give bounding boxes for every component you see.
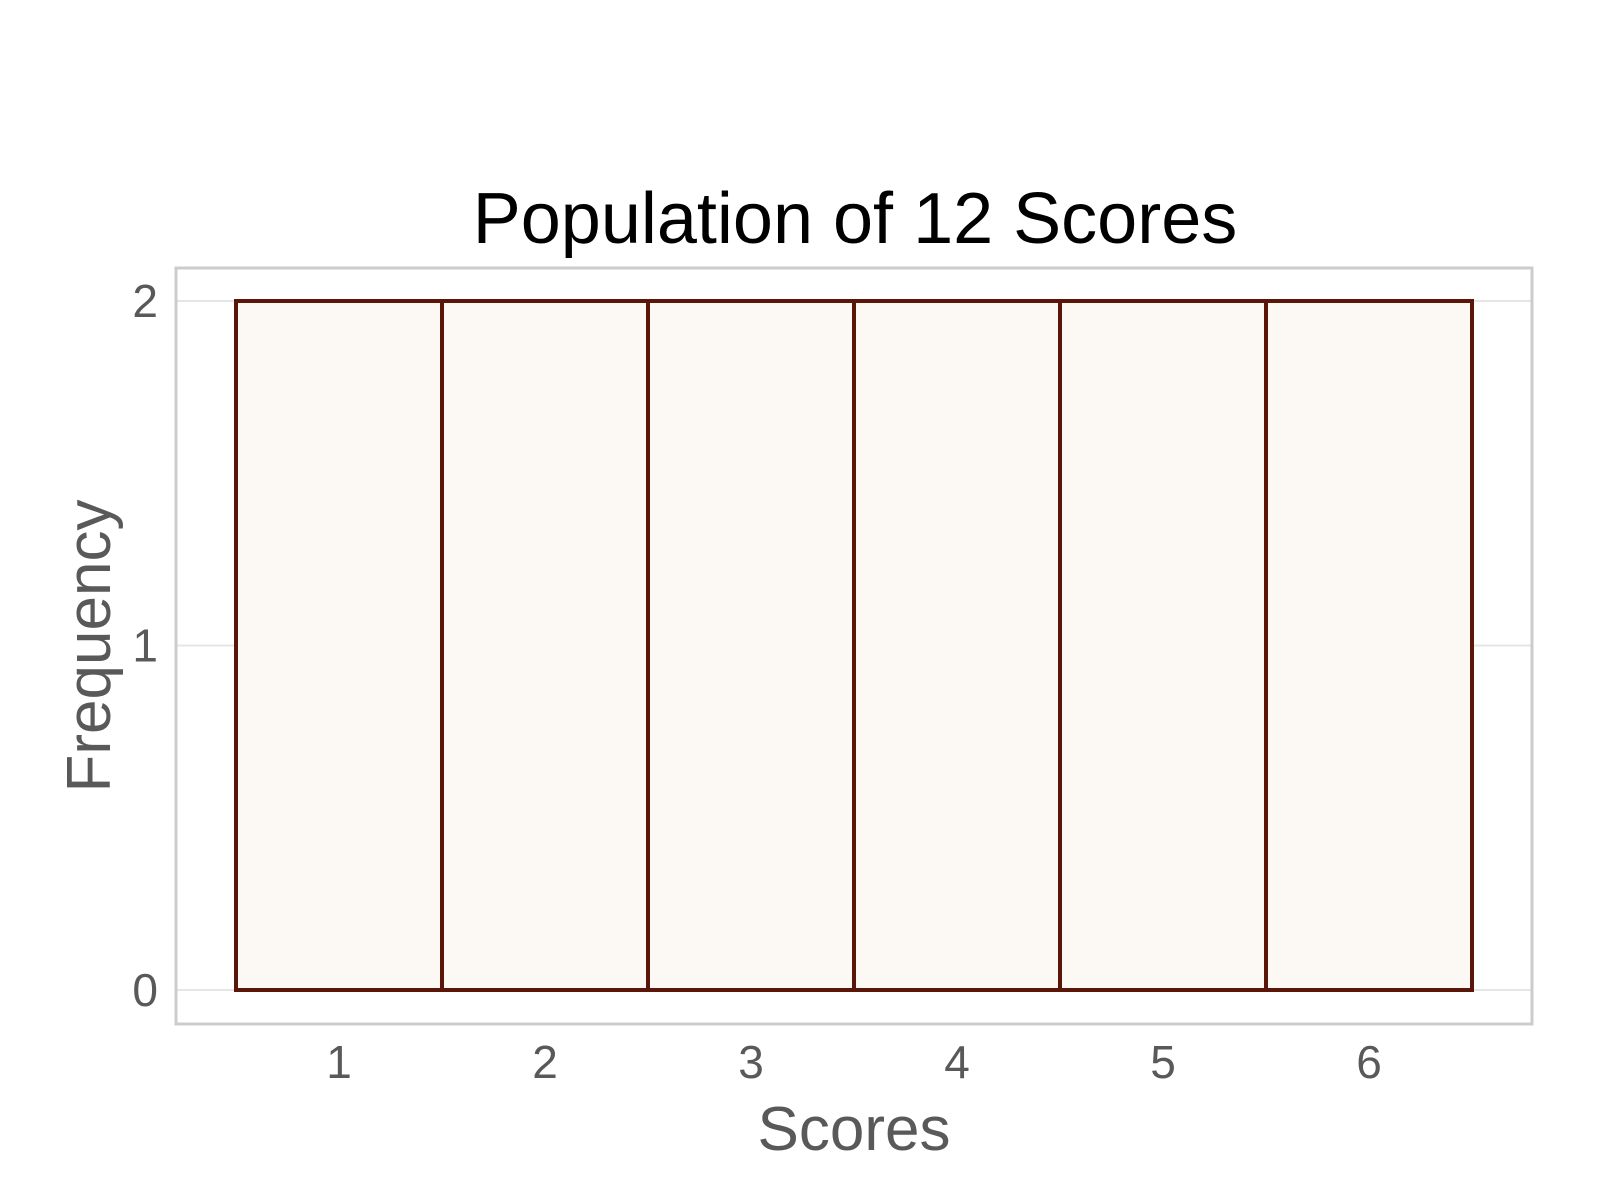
x-axis-title: Scores [758, 1095, 951, 1164]
x-tick-label-4: 4 [944, 1036, 970, 1088]
y-tick-label-1: 1 [132, 620, 158, 672]
y-axis-title: Frequency [55, 500, 124, 793]
bar-6 [1264, 299, 1474, 992]
bars [234, 299, 1474, 992]
x-tick-label-6: 6 [1356, 1036, 1382, 1088]
x-tick-label-5: 5 [1150, 1036, 1176, 1088]
y-tick-label-0: 0 [132, 964, 158, 1016]
panel-border [174, 266, 1534, 1026]
bar-3 [646, 299, 856, 992]
bar-5 [1058, 299, 1268, 992]
bar-2 [440, 299, 650, 992]
y-axis-ticks: 0 1 2 [132, 275, 158, 1016]
x-tick-label-1: 1 [326, 1036, 352, 1088]
bar-1 [234, 299, 444, 992]
y-tick-label-2: 2 [132, 275, 158, 327]
x-tick-label-2: 2 [532, 1036, 558, 1088]
x-tick-label-3: 3 [738, 1036, 764, 1088]
x-axis-ticks: 1 2 3 4 5 6 [326, 1036, 1382, 1088]
chart-title: Population of 12 Scores [473, 179, 1238, 259]
bar-4 [852, 299, 1062, 992]
